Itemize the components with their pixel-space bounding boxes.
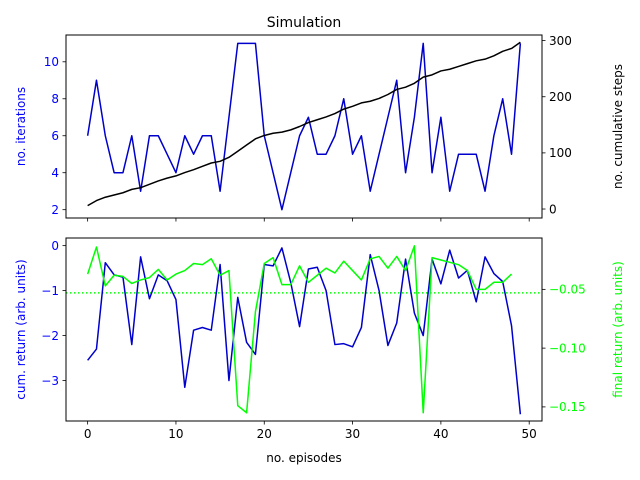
top-right-y-tick-label: 100	[549, 146, 572, 160]
top-left-y-tick-label: 2	[51, 203, 59, 217]
top-right-y-tick-label: 300	[549, 34, 572, 48]
top-left-y-tick-label: 10	[44, 55, 59, 69]
top-series-layer	[86, 41, 522, 211]
bottom-left-y-tick-label: 0	[51, 239, 59, 253]
bottom-series-layer	[66, 245, 542, 415]
top-right-y-tick-label: 0	[549, 202, 557, 216]
top-left-axis-label: no. iterations	[14, 87, 28, 166]
bottom-left-y-tick-label: −1	[41, 284, 59, 298]
top-left-y-tick-label: 4	[51, 166, 59, 180]
bottom-left-y-tick-label: −2	[41, 329, 59, 343]
x-tick-label: 50	[522, 427, 537, 441]
bottom-ticks-layer: 0 10 20 30 40 50 0 −1 −2 −3 −0.05 −0.10 −0.15	[41, 239, 585, 441]
top-left-y-tick-label: 8	[51, 92, 59, 106]
top-left-y-tick-label: 6	[51, 129, 59, 143]
x-tick-label: 20	[257, 427, 272, 441]
x-tick-label: 10	[168, 427, 183, 441]
x-tick-label: 0	[84, 427, 92, 441]
top-right-y-tick-label: 200	[549, 90, 572, 104]
bottom-right-y-tick-label: −0.15	[549, 400, 586, 414]
bottom-left-axis-label: cum. return (arb. units)	[14, 259, 28, 399]
bottom-series-1-right-line	[86, 245, 513, 414]
x-axis-label: no. episodes	[266, 451, 342, 465]
x-tick-label: 40	[433, 427, 448, 441]
top-series-0-left-line	[86, 42, 522, 211]
bottom-right-y-tick-label: −0.10	[549, 341, 586, 355]
bottom-plot-frame	[65, 237, 543, 422]
chart-title: Simulation	[267, 15, 342, 31]
top-series-1-right-line	[87, 41, 521, 207]
bottom-series-0-left-line	[87, 247, 522, 415]
bottom-right-axis-label: final return (arb. units)	[611, 261, 625, 398]
bottom-panel: 0 10 20 30 40 50 0 −1 −2 −3 −0.05 −0.10 −0.15 no. ep…	[14, 237, 625, 465]
x-tick-label: 30	[345, 427, 360, 441]
bottom-right-y-tick-label: −0.05	[549, 283, 586, 297]
top-right-axis-label: no. cumulative steps	[611, 64, 625, 189]
bottom-left-y-tick-label: −3	[41, 374, 59, 388]
top-plot-frame	[65, 34, 543, 219]
